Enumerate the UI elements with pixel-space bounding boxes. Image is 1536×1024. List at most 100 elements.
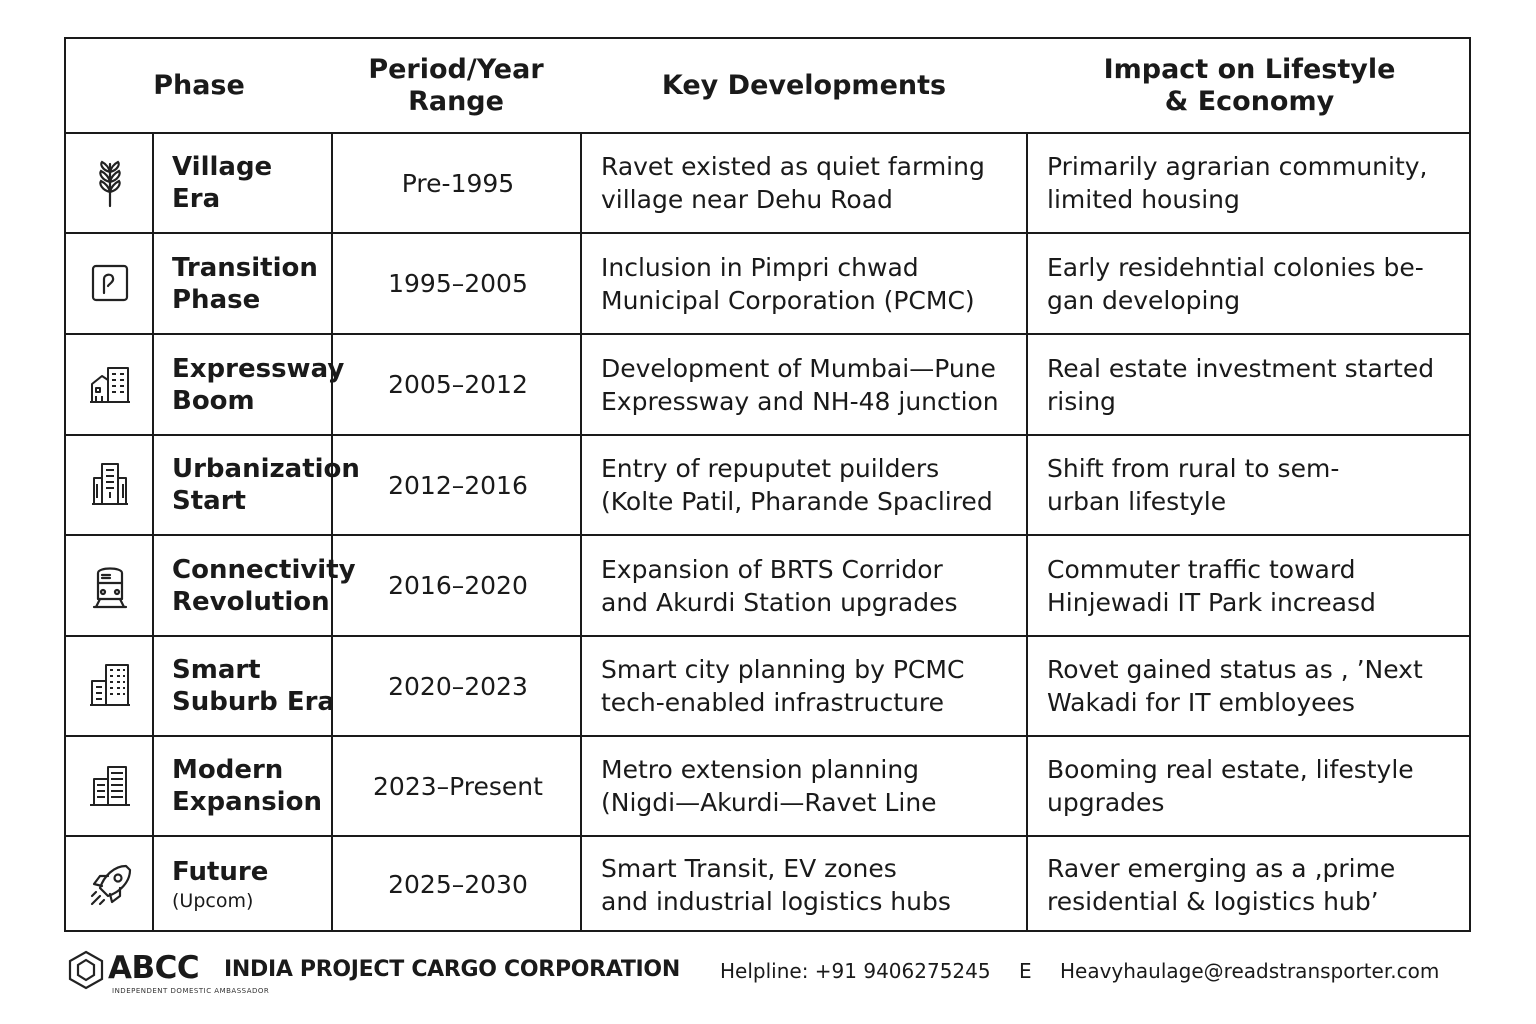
developments-cell: Entry of repuputet puilders (Kolte Patil… xyxy=(601,436,993,534)
developments-cell: Expansion of BRTS Corridor and Akurdi St… xyxy=(601,536,958,635)
impact-line-2: upgrades xyxy=(1047,788,1165,817)
phase-line-2: Start xyxy=(172,486,246,516)
developments-cell: Smart city planning by PCMC tech-enabled… xyxy=(601,637,964,735)
evolution-table: Phase Period/Year Range Key Developments… xyxy=(64,37,1471,932)
developments-line-2: Expressway and NH-48 junction xyxy=(601,386,999,416)
contact-line: Helpline: +91 9406275245 E Heavyhaulage@… xyxy=(720,959,1439,983)
phase-line-1: Village xyxy=(172,152,273,182)
developments-cell: Ravet existed as quiet farming village n… xyxy=(601,134,985,232)
impact-line-1: Real estate investment started xyxy=(1047,353,1435,383)
developments-line-2: (Nigdi—Akurdi—Ravet Line xyxy=(601,788,937,817)
impact-cell: Primarily agrarian community, limited ho… xyxy=(1047,134,1428,232)
impact-cell: Shift from rural to sem- urban lifestyle xyxy=(1047,436,1339,534)
developments-line-1: Expansion of BRTS Corridor xyxy=(601,554,943,584)
table-row: Urbanization Start 2012–2016 Entry of re… xyxy=(66,436,1469,536)
impact-line-2: gan developing xyxy=(1047,285,1241,315)
impact-cell: Rovet gained status as , ’Next Wakadi fo… xyxy=(1047,637,1423,735)
phase-line-2: Era xyxy=(172,184,221,214)
phase-line-2: Expansion xyxy=(172,787,322,817)
impact-line-2: urban lifestyle xyxy=(1047,487,1227,516)
train-icon xyxy=(66,536,154,635)
phase-line-2: Revolution xyxy=(172,586,330,617)
period-cell: 2016–2020 xyxy=(388,571,528,600)
phase-name: Village Era xyxy=(172,134,272,232)
wheat-icon xyxy=(66,134,154,232)
impact-line-1: Booming real estate, lifestyle xyxy=(1047,755,1414,784)
abcc-logo-icon xyxy=(68,950,104,990)
impact-line-2: residential & logistics hub’ xyxy=(1047,886,1379,916)
impact-line-1: Raver emerging as a ‚prime xyxy=(1047,853,1396,883)
header-row: Phase Period/Year Range Key Developments… xyxy=(66,39,1469,134)
developments-line-2: Municipal Corporation (PCMC) xyxy=(601,285,975,315)
email-link[interactable]: Heavyhaulage@readstransporter.com xyxy=(1059,959,1440,983)
col-divider-developments xyxy=(1026,39,1028,930)
period-cell: 2012–2016 xyxy=(388,470,528,500)
developments-cell: Inclusion in Pimpri chwad Municipal Corp… xyxy=(601,234,975,333)
phase-line-2: Boom xyxy=(172,385,255,416)
phase-name: Urbanization Start xyxy=(172,436,360,534)
developments-cell: Development of Mumbai—Pune Expressway an… xyxy=(601,335,999,434)
separator-text: E xyxy=(1018,959,1032,983)
phase-line-1: Urbanization xyxy=(172,454,360,484)
brand-tagline: INDEPENDENT DOMESTIC AMBASSADOR xyxy=(112,987,270,995)
period-cell: 2020–2023 xyxy=(388,671,528,701)
period-cell: 2023–Present xyxy=(373,771,543,801)
period-cell: 2025–2030 xyxy=(388,870,528,899)
phase-name: Smart Suburb Era xyxy=(172,637,335,735)
developments-line-1: Smart Transit, EV zones xyxy=(601,853,897,883)
header-phase: Phase xyxy=(153,69,245,101)
period-cell: 1995–2005 xyxy=(388,269,528,298)
impact-cell: Raver emerging as a ‚prime residential &… xyxy=(1047,837,1395,932)
buildings-icon xyxy=(66,335,154,434)
developments-line-1: Inclusion in Pimpri chwad xyxy=(601,252,919,282)
table-row: Modern Expansion 2023–Present Metro exte… xyxy=(66,737,1469,837)
table-row: Connectivity Revolution 2016–2020 Expans… xyxy=(66,536,1469,637)
footer: ABCC INDEPENDENT DOMESTIC AMBASSADOR IND… xyxy=(64,946,1471,1002)
col-divider-phase xyxy=(331,39,333,930)
impact-cell: Early residehntial colonies be- gan deve… xyxy=(1047,234,1424,333)
phase-name: Future (Upcom) xyxy=(172,837,268,932)
header-period: Period/Year Range xyxy=(368,53,544,117)
company-name: INDIA PROJECT CARGO CORPORATION xyxy=(224,957,680,982)
rocket-icon xyxy=(66,837,154,932)
phase-line-1: Connectivity xyxy=(172,554,356,585)
developments-line-1: Metro extension planning xyxy=(601,755,920,784)
impact-line-1: Commuter traffic toward xyxy=(1047,554,1356,584)
tower-icon xyxy=(66,436,154,534)
impact-line-2: Wakadi for IT embloyees xyxy=(1047,688,1355,717)
developments-line-2: village near Dehu Road xyxy=(601,185,893,214)
developments-line-2: tech-enabled infrastructure xyxy=(601,688,944,717)
helpline-text: Helpline: +91 9406275245 xyxy=(720,959,991,983)
phase-line-1: Smart xyxy=(172,655,261,685)
col-divider-period xyxy=(580,39,582,930)
phase-name: Modern Expansion xyxy=(172,737,322,835)
impact-line-2: Hinjewadi IT Park increasd xyxy=(1047,587,1376,617)
city-icon xyxy=(66,637,154,735)
phase-name: Expressway Boom xyxy=(172,335,344,434)
brand-name: ABCC xyxy=(108,950,200,986)
impact-line-1: Shift from rural to sem- xyxy=(1047,454,1340,483)
impact-line-1: Primarily agrarian community, xyxy=(1047,152,1428,181)
impact-line-1: Rovet gained status as , ’Next xyxy=(1047,655,1423,684)
phase-line-1: Transition xyxy=(172,252,318,283)
header-developments: Key Developments xyxy=(661,69,947,101)
table-row: Village Era Pre-1995 Ravet existed as qu… xyxy=(66,134,1469,234)
developments-line-2: (Kolte Patil, Pharande Spaclired xyxy=(601,487,993,516)
document-icon xyxy=(66,234,154,333)
period-cell: 2005–2012 xyxy=(388,370,528,399)
impact-line-2: limited housing xyxy=(1047,185,1240,214)
developments-line-1: Entry of repuputet puilders xyxy=(601,454,940,483)
phase-line-2: Suburb Era xyxy=(172,687,335,717)
developments-cell: Metro extension planning (Nigdi—Akurdi—R… xyxy=(601,737,937,835)
impact-cell: Booming real estate, lifestyle upgrades xyxy=(1047,737,1414,835)
developments-line-1: Smart city planning by PCMC xyxy=(601,655,965,684)
impact-cell: Commuter traffic toward Hinjewadi IT Par… xyxy=(1047,536,1376,635)
table-row: Smart Suburb Era 2020–2023 Smart city pl… xyxy=(66,637,1469,737)
impact-line-1: Early residehntial colonies be- xyxy=(1047,252,1424,282)
phase-line-2: (Upcom) xyxy=(172,889,254,912)
period-cell: Pre-1995 xyxy=(401,168,515,198)
developments-line-1: Development of Mumbai—Pune xyxy=(601,353,996,383)
table-row: Expressway Boom 2005–2012 Development of… xyxy=(66,335,1469,436)
office-building-icon xyxy=(66,737,154,835)
developments-line-1: Ravet existed as quiet farming xyxy=(601,152,985,181)
